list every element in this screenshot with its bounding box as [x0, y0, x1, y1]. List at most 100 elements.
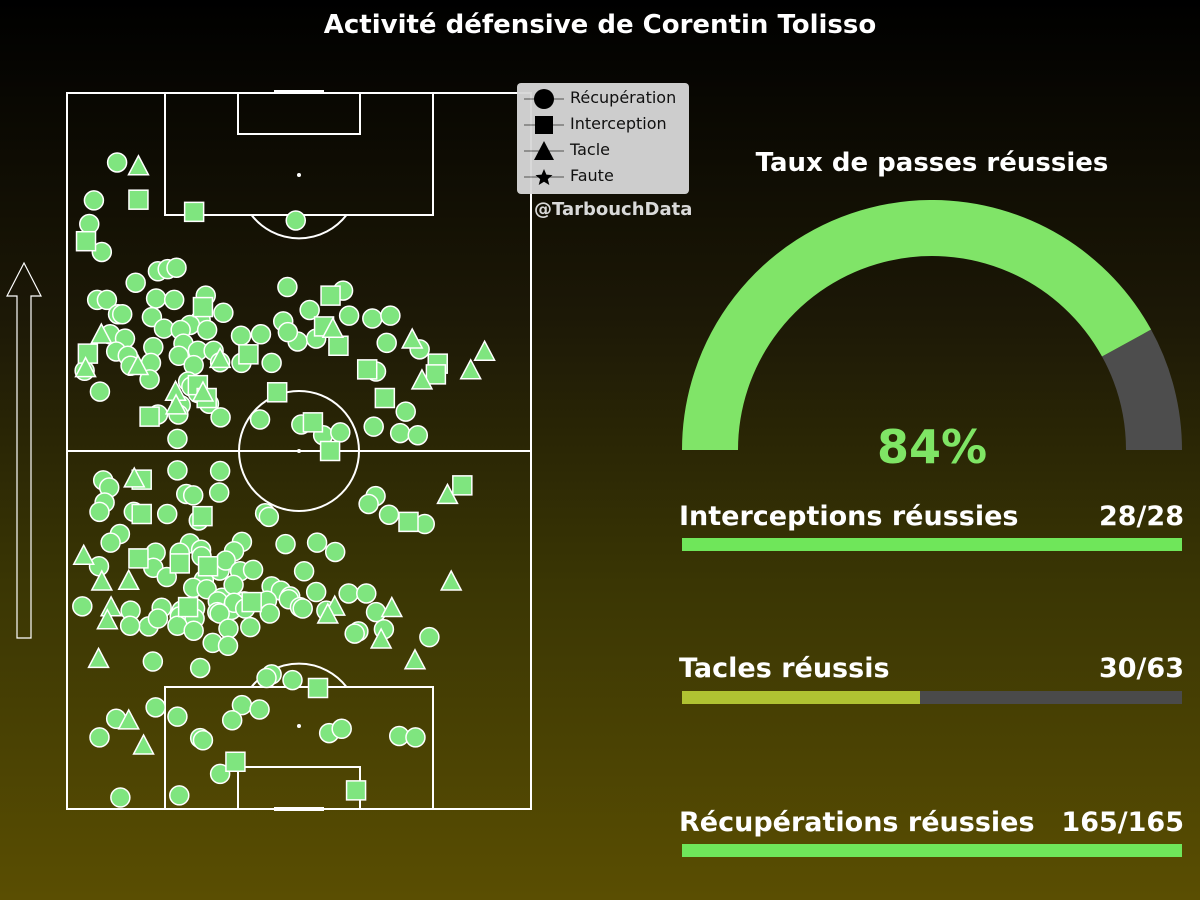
top-penalty-box: [164, 92, 434, 216]
square-marker: [192, 505, 213, 527]
circle-marker: [208, 482, 230, 503]
circle-marker: [156, 503, 178, 525]
stat-bar-fill-interceptions: [682, 538, 1182, 551]
stat-bar-tacles: [682, 691, 1182, 704]
triangle-marker: [369, 627, 393, 649]
square-marker: [319, 440, 341, 462]
triangle-marker: [90, 569, 114, 591]
square-marker: [131, 503, 152, 525]
square-marker: [75, 230, 97, 252]
triangle-marker: [439, 569, 463, 591]
gauge-title: Taux de passes réussies: [755, 148, 1109, 178]
stat-bar-interceptions: [682, 538, 1182, 551]
square-marker: [241, 591, 262, 613]
circle-marker: [338, 305, 360, 326]
circle-marker: [282, 669, 303, 691]
triangle-marker: [316, 602, 340, 624]
circle-marker: [83, 190, 105, 211]
circle-marker: [189, 657, 211, 679]
stat-label-interceptions: Interceptions réussies: [679, 501, 1019, 532]
square-marker: [77, 343, 99, 364]
square-marker: [128, 548, 149, 569]
triangle-marker: [321, 316, 345, 339]
circle-marker: [249, 699, 270, 720]
circle-marker: [119, 615, 141, 636]
square-marker: [307, 677, 329, 699]
triangle-marker: [410, 368, 434, 390]
top-penalty-arc: [250, 214, 348, 240]
square-marker-icon: [524, 116, 564, 134]
triangle-marker: [127, 154, 150, 176]
square-marker: [266, 382, 288, 403]
circle-marker: [380, 305, 401, 326]
triangle-marker: [380, 595, 404, 618]
circle-marker: [250, 324, 272, 345]
circle-marker: [213, 302, 234, 324]
top-penalty-spot: [297, 173, 301, 177]
gauge-remaining-arc: [1101, 329, 1182, 451]
chart-title: Activité défensive de Corentin Tolisso: [323, 10, 877, 40]
circle-marker: [256, 667, 277, 689]
triangle-marker: [72, 543, 95, 566]
square-marker: [225, 751, 246, 772]
legend-label: Tacle: [570, 140, 611, 159]
square-marker: [398, 511, 419, 533]
triangle-marker: [191, 380, 215, 402]
square-marker: [302, 412, 324, 433]
circle-marker: [209, 763, 231, 785]
square-marker: [356, 359, 378, 380]
triangle-marker: [473, 339, 496, 361]
triangle-marker: [74, 356, 97, 378]
square-marker: [320, 285, 341, 306]
circle-marker: [89, 727, 110, 748]
bottom-six-yard-box: [237, 766, 361, 810]
circle-marker: [356, 583, 377, 604]
circle-marker: [88, 556, 110, 577]
triangle-marker: [403, 648, 427, 670]
circle-marker: [217, 635, 239, 657]
triangle-marker: [99, 595, 123, 617]
circle-marker: [145, 288, 167, 309]
stat-bar-fill-recuperations: [682, 844, 1182, 857]
circle-marker: [363, 416, 384, 437]
legend-item-interception: Interception: [517, 111, 689, 137]
circle-marker: [240, 616, 261, 638]
circle-marker: [145, 697, 166, 718]
circle-marker: [210, 407, 231, 428]
circle-marker: [293, 561, 315, 582]
circle-marker: [362, 308, 383, 329]
top-six-yard-box: [237, 92, 361, 135]
circle-marker: [169, 785, 190, 806]
legend-item-faute: Faute: [517, 163, 689, 189]
square-marker: [169, 553, 191, 574]
centre-spot: [297, 449, 301, 453]
circle-marker: [378, 504, 400, 525]
square-marker: [197, 556, 219, 577]
triangle-marker: [126, 353, 150, 376]
circle-marker: [338, 583, 359, 604]
bottom-penalty-spot: [297, 724, 301, 728]
triangle-marker: [117, 568, 140, 591]
circle-marker: [182, 485, 204, 506]
stat-label-recuperations: Récupérations réussies: [679, 807, 1035, 838]
circle-marker: [91, 241, 113, 263]
triangle-marker: [208, 346, 232, 369]
square-marker: [183, 201, 205, 223]
circle-marker: [106, 152, 128, 173]
circle-marker: [79, 213, 100, 235]
circle-marker: [407, 424, 429, 446]
legend-item-tacle: Tacle: [517, 137, 689, 163]
circle-marker: [275, 533, 296, 555]
circle-marker: [72, 596, 93, 617]
circle-marker: [299, 299, 320, 321]
circle-marker: [167, 460, 188, 481]
circle-marker: [223, 574, 244, 596]
circle-marker: [96, 289, 118, 311]
circle-marker: [419, 626, 440, 648]
triangle-marker: [436, 482, 459, 505]
legend-item-recuperation: Récupération: [517, 85, 689, 111]
circle-marker: [218, 618, 239, 639]
circle-marker: [166, 257, 187, 278]
circle-marker: [147, 608, 169, 629]
circle-marker: [110, 787, 131, 808]
